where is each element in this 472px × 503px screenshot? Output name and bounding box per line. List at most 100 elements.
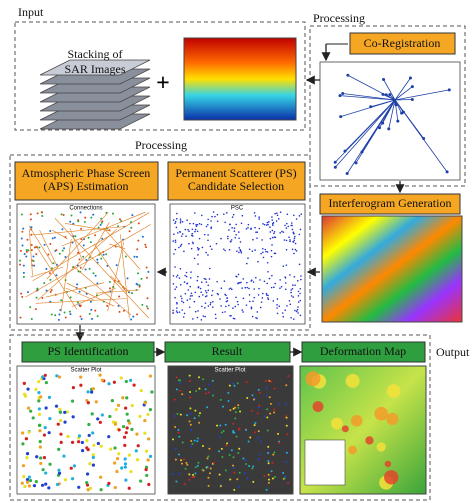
decor [85,439,88,442]
decor [206,226,208,228]
decor [273,388,275,390]
decor [144,468,147,471]
decor [238,429,240,431]
step-label: Deformation Map [320,344,406,358]
step-label: PS Identification [48,344,129,358]
decor [272,230,274,232]
decor [264,249,266,251]
decor [277,313,279,315]
decor [240,251,242,253]
decor [276,212,278,214]
decor [267,460,269,462]
decor [232,307,234,309]
decor [286,249,288,251]
decor [194,410,196,412]
decor [80,304,82,306]
decor [38,413,41,416]
decor [80,267,82,269]
decor [19,264,21,266]
decor [279,287,281,289]
decor [130,227,132,229]
decor [275,236,277,238]
decor [229,224,231,226]
decor [198,287,200,289]
decor [299,264,301,266]
decor [49,243,51,245]
decor [34,246,36,248]
decor [382,78,385,81]
decor [225,306,227,308]
decor [103,254,105,256]
decor [147,458,150,461]
decor [209,278,211,280]
decor [212,306,214,308]
decor [348,446,357,455]
decor [238,486,240,488]
decor [289,239,291,241]
decor [197,224,199,226]
decor [92,456,95,459]
decor [180,459,182,461]
decor [48,417,51,420]
decor [217,220,219,222]
decor [48,431,51,434]
decor [197,310,199,312]
decor [299,293,301,295]
decor [179,379,181,381]
decor [220,305,222,307]
decor [92,387,95,390]
decor [37,212,39,214]
decor [260,441,262,443]
decor [251,279,253,281]
decor [72,386,75,389]
decor [81,318,83,320]
decor [172,473,174,475]
decor [49,279,51,281]
decor [251,467,253,469]
decor [267,251,269,253]
decor [43,433,46,436]
decor [109,287,111,289]
decor [195,229,197,231]
decor [130,318,132,320]
decor [385,461,391,467]
decor [177,274,179,276]
decor [197,230,199,232]
decor [202,445,204,447]
decor [176,307,178,309]
decor [273,409,275,411]
decor [208,485,210,487]
decor [284,239,286,241]
step-label: Co-Registration [364,36,441,50]
processing-label: Processing [135,138,187,152]
decor [219,424,221,426]
decor [221,287,223,289]
decor [205,388,207,390]
decor [251,306,253,308]
decor [182,441,184,443]
decor [254,212,256,214]
decor [249,248,251,250]
decor [176,388,178,390]
decor [186,414,188,416]
decor [237,407,239,409]
decor [268,479,270,481]
decor [65,317,67,319]
decor [296,250,298,252]
decor [225,469,227,471]
decor [30,234,32,236]
decor [224,222,226,224]
decor [191,233,193,235]
decor [82,256,84,258]
decor [105,253,107,255]
decor [300,229,302,231]
decor [190,271,192,273]
decor [253,288,255,290]
decor [233,489,235,491]
decor [147,297,149,299]
decor [246,477,248,479]
decor [254,422,256,424]
decor [85,259,87,261]
decor [258,458,260,460]
decor [219,298,221,300]
